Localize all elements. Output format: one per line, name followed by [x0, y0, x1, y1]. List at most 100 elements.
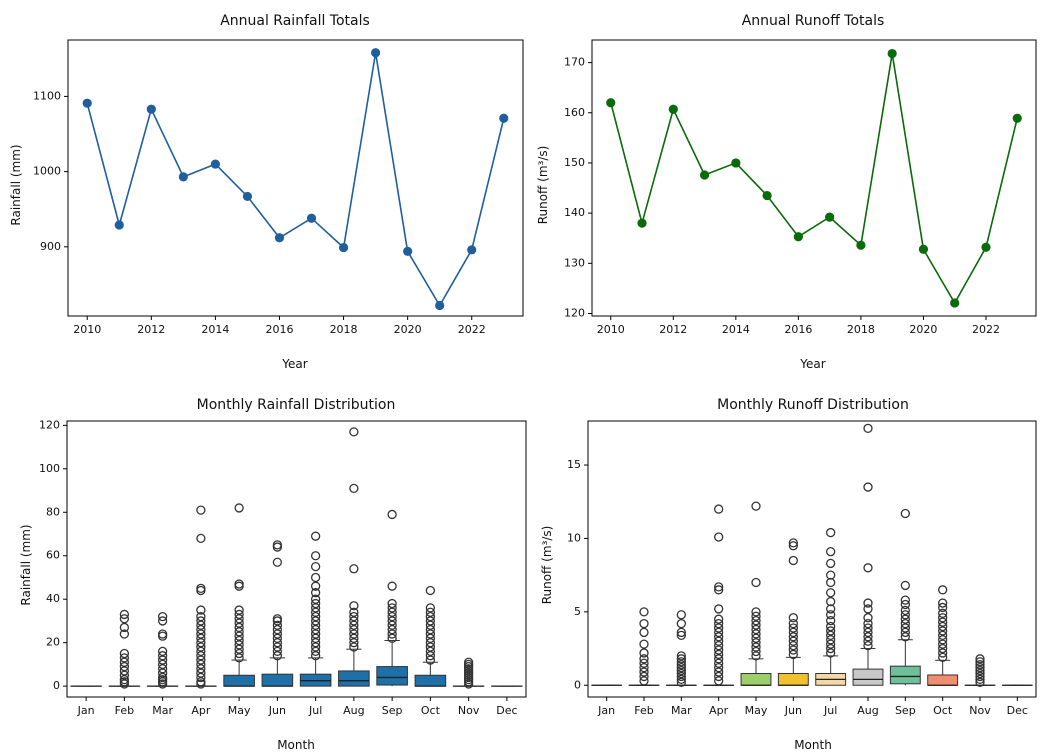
monthly-rainfall-panel: Monthly Rainfall Distribution Month Rain…: [19, 397, 526, 752]
monthly-runoff-panel: Monthly Runoff Distribution Month Runoff…: [540, 397, 1036, 752]
outlier-point: [640, 628, 648, 636]
x-tick-label: Jun: [784, 704, 802, 717]
y-axis-label: Rainfall (mm): [9, 144, 23, 225]
y-tick-label: 160: [564, 106, 585, 119]
outlier-point: [312, 563, 320, 571]
data-point: [1013, 114, 1022, 123]
y-axis-label: Runoff (m³/s): [540, 526, 554, 605]
data-point: [637, 219, 646, 228]
x-axis-label: Month: [794, 738, 832, 752]
outlier-point: [640, 640, 648, 648]
outlier-point: [827, 548, 835, 556]
data-point: [243, 192, 252, 201]
x-tick-label: Jul: [823, 704, 837, 717]
outlier-point: [827, 529, 835, 537]
plot-frame: [588, 421, 1036, 697]
data-point: [950, 298, 959, 307]
x-tick-label: Oct: [933, 704, 953, 717]
x-tick-label: Apr: [191, 704, 211, 717]
plot-frame: [592, 40, 1036, 316]
data-point: [762, 191, 771, 200]
box-rect: [741, 674, 771, 686]
outlier-point: [864, 424, 872, 432]
x-tick-label: Dec: [1007, 704, 1028, 717]
y-tick-label: 80: [46, 505, 60, 518]
data-point: [403, 247, 412, 256]
x-tick-label: Sep: [895, 704, 916, 717]
data-point: [147, 105, 156, 114]
series-line: [611, 54, 1017, 304]
data-point: [83, 99, 92, 108]
x-tick-label: Mar: [152, 704, 173, 717]
data-point: [794, 232, 803, 241]
x-tick-label: Nov: [458, 704, 480, 717]
y-tick-label: 1000: [33, 165, 61, 178]
x-tick-label: Jan: [597, 704, 615, 717]
y-tick-label: 900: [40, 240, 61, 253]
chart-title: Annual Rainfall Totals: [220, 13, 370, 29]
y-axis-label: Runoff (m³/s): [536, 146, 550, 225]
outlier-point: [388, 582, 396, 590]
x-tick-label: Jun: [268, 704, 286, 717]
x-axis-label: Year: [281, 357, 307, 371]
x-axis-label: Month: [277, 738, 315, 752]
x-tick-label: 2014: [201, 323, 229, 336]
y-tick-label: 170: [564, 56, 585, 69]
outlier-point: [640, 620, 648, 628]
box-rect: [853, 669, 883, 685]
outlier-point: [901, 581, 909, 589]
plot-frame: [68, 40, 523, 316]
box-rect: [928, 675, 958, 685]
outlier-point: [752, 578, 760, 586]
y-tick-label: 10: [567, 531, 581, 544]
data-point: [825, 213, 834, 222]
x-tick-label: Jul: [308, 704, 322, 717]
outlier-point: [864, 564, 872, 572]
x-tick-label: 2020: [909, 323, 937, 336]
x-tick-label: Oct: [421, 704, 441, 717]
y-tick-label: 0: [574, 678, 581, 691]
x-tick-label: 2012: [659, 323, 687, 336]
box-rect: [262, 674, 293, 686]
outlier-point: [312, 552, 320, 560]
x-tick-label: Sep: [382, 704, 403, 717]
x-tick-label: Aug: [857, 704, 878, 717]
y-tick-label: 120: [39, 418, 60, 431]
x-tick-label: May: [745, 704, 768, 717]
data-point: [981, 243, 990, 252]
outlier-point: [426, 587, 434, 595]
box-rect: [890, 666, 920, 684]
data-point: [669, 105, 678, 114]
y-tick-label: 120: [564, 306, 585, 319]
outlier-point: [350, 565, 358, 573]
data-point: [700, 170, 709, 179]
x-tick-label: Apr: [709, 704, 729, 717]
box-rect: [415, 675, 446, 686]
y-tick-label: 40: [46, 592, 60, 605]
data-point: [371, 48, 380, 57]
data-point: [919, 245, 928, 254]
box-rect: [778, 674, 808, 686]
data-point: [179, 172, 188, 181]
outlier-point: [273, 558, 281, 566]
y-tick-label: 0: [53, 679, 60, 692]
outlier-point: [197, 506, 205, 514]
box-rect: [224, 675, 255, 686]
outlier-point: [752, 502, 760, 510]
outlier-point: [677, 611, 685, 619]
series-line: [87, 53, 504, 306]
y-tick-label: 1100: [33, 89, 61, 102]
x-tick-label: 2022: [972, 323, 1000, 336]
annual-rainfall-panel: Annual Rainfall Totals Year Rainfall (mm…: [9, 13, 523, 371]
data-point: [499, 114, 508, 123]
x-tick-label: May: [228, 704, 251, 717]
plot-frame: [67, 421, 526, 697]
box-rect: [339, 671, 370, 686]
outlier-point: [789, 614, 797, 622]
x-tick-label: Feb: [115, 704, 134, 717]
outlier-point: [640, 608, 648, 616]
x-tick-label: Mar: [671, 704, 692, 717]
data-point: [307, 214, 316, 223]
outlier-point: [901, 509, 909, 517]
